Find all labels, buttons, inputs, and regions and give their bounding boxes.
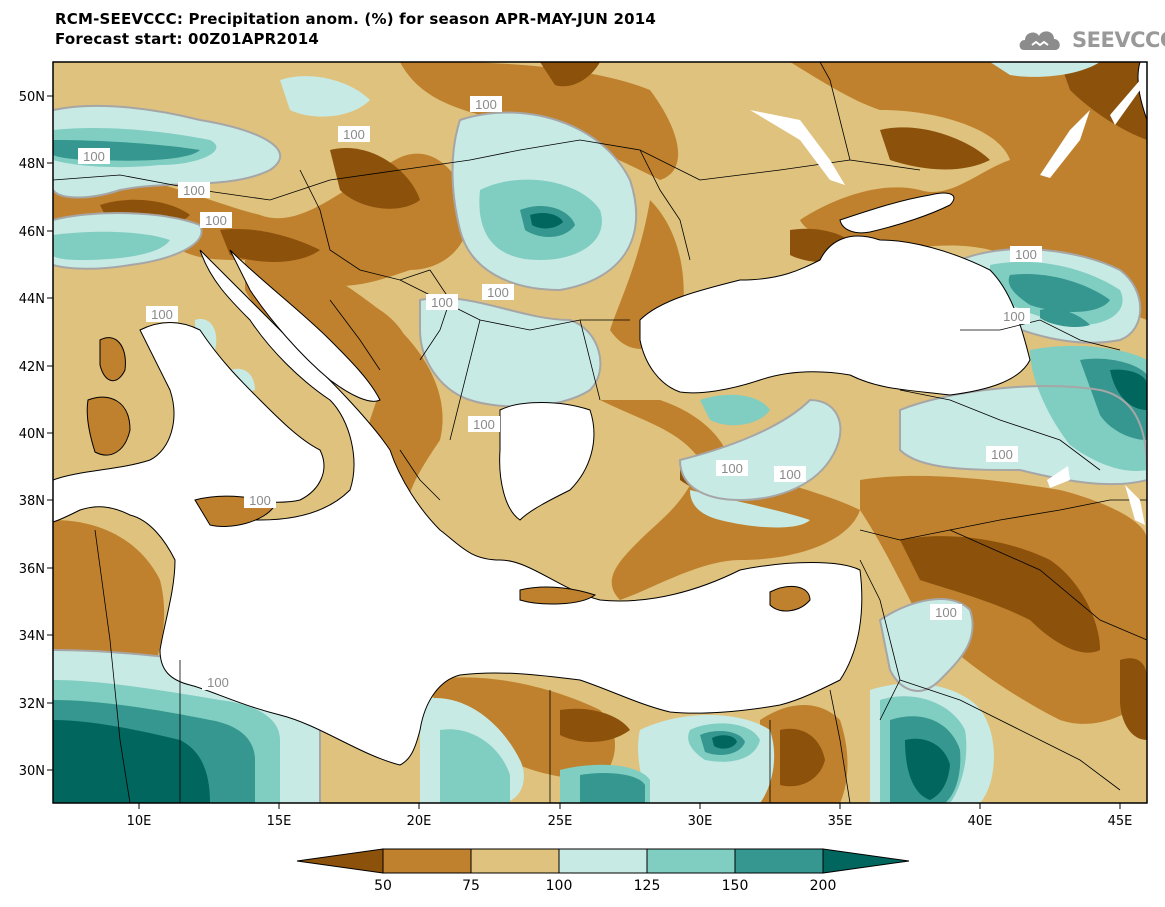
- cloud-icon: [1019, 31, 1060, 50]
- longitude-axis: 10E 15E 20E 25E 30E 35E 40E 45E: [127, 803, 1133, 829]
- colorbar-bin-below-50: [296, 848, 384, 874]
- contour-label: 100: [774, 466, 806, 482]
- svg-text:100: 100: [83, 149, 105, 164]
- contour-label: 100: [426, 294, 458, 310]
- svg-text:100: 100: [487, 285, 509, 300]
- contour-label: 100: [470, 96, 502, 112]
- colorbar-label: 100: [546, 878, 573, 894]
- lon-tick-label: 20E: [407, 814, 432, 829]
- contour-label: 100: [202, 674, 234, 690]
- islands: [86, 337, 811, 612]
- colorbar-bin-125-150: [646, 848, 736, 874]
- svg-text:100: 100: [721, 461, 743, 476]
- colorbar: 50 75 100 125 150 200: [296, 848, 910, 894]
- contour-label: 100: [930, 604, 962, 620]
- lat-tick-label: 50N: [19, 90, 45, 105]
- lon-tick-label: 25E: [548, 814, 573, 829]
- svg-text:100: 100: [779, 467, 801, 482]
- contour-labels: 100 100 100 100 100 100 100 100 100 100 …: [78, 96, 1042, 690]
- svg-text:100: 100: [473, 417, 495, 432]
- colorbar-bin-above-200: [822, 848, 910, 874]
- latitude-axis: 50N 48N 46N 44N 42N 40N 38N 36N 34N 32N …: [19, 90, 53, 779]
- lon-tick-label: 40E: [968, 814, 993, 829]
- colorbar-label: 50: [374, 878, 392, 894]
- anomaly-above-200-areas: [53, 212, 1147, 803]
- contour-label: 100: [986, 446, 1018, 462]
- logo-wordmark: SEEVCCC: [1072, 28, 1165, 52]
- lon-tick-label: 15E: [267, 814, 292, 829]
- contour-label: 100: [178, 182, 210, 198]
- svg-text:100: 100: [151, 307, 173, 322]
- contour-label: 100: [78, 148, 110, 164]
- lat-tick-label: 30N: [19, 764, 45, 779]
- anomaly-field: [53, 62, 1147, 803]
- svg-text:100: 100: [249, 493, 271, 508]
- lat-tick-label: 48N: [19, 157, 45, 172]
- sea-areas: [53, 62, 1147, 766]
- contour-label: 100: [482, 284, 514, 300]
- svg-text:100: 100: [475, 97, 497, 112]
- svg-text:100: 100: [207, 675, 229, 690]
- lakes: [750, 72, 1147, 525]
- lat-tick-label: 40N: [19, 427, 45, 442]
- lon-tick-label: 35E: [828, 814, 853, 829]
- lat-tick-label: 44N: [19, 292, 45, 307]
- contour-label: 100: [716, 460, 748, 476]
- colorbar-bin-100-125: [558, 848, 648, 874]
- contour-label: 100: [1010, 246, 1042, 262]
- colorbar-label: 200: [810, 878, 837, 894]
- svg-text:100: 100: [183, 183, 205, 198]
- lat-tick-label: 38N: [19, 494, 45, 509]
- contour-label: 100: [200, 212, 232, 228]
- lon-tick-label: 45E: [1108, 814, 1133, 829]
- svg-text:100: 100: [991, 447, 1013, 462]
- svg-text:100: 100: [343, 127, 365, 142]
- lon-tick-label: 10E: [127, 814, 152, 829]
- contour-label: 100: [998, 308, 1030, 324]
- lon-tick-label: 30E: [688, 814, 713, 829]
- lat-tick-label: 32N: [19, 697, 45, 712]
- svg-text:100: 100: [1003, 309, 1025, 324]
- contour-label: 100: [468, 416, 500, 432]
- colorbar-bin-75-100: [470, 848, 560, 874]
- contour-label: 100: [244, 492, 276, 508]
- svg-text:100: 100: [935, 605, 957, 620]
- lat-tick-label: 34N: [19, 629, 45, 644]
- anomaly-below-50-areas: [100, 62, 1147, 787]
- lat-tick-label: 46N: [19, 225, 45, 240]
- colorbar-bin-150-200: [734, 848, 824, 874]
- colorbar-label: 150: [722, 878, 749, 894]
- colorbar-bin-50-75: [382, 848, 472, 874]
- forecast-start-label: Forecast start: 00Z01APR2014: [55, 30, 319, 48]
- lat-tick-label: 36N: [19, 562, 45, 577]
- contour-label: 100: [146, 306, 178, 322]
- contour-label: 100: [338, 126, 370, 142]
- colorbar-label: 125: [634, 878, 661, 894]
- colorbar-label: 75: [462, 878, 480, 894]
- country-borders: [53, 62, 1147, 803]
- svg-text:100: 100: [205, 213, 227, 228]
- map-title: RCM-SEEVCCC: Precipitation anom. (%) for…: [55, 10, 657, 28]
- svg-text:100: 100: [1015, 247, 1037, 262]
- svg-text:100: 100: [431, 295, 453, 310]
- lat-tick-label: 42N: [19, 360, 45, 375]
